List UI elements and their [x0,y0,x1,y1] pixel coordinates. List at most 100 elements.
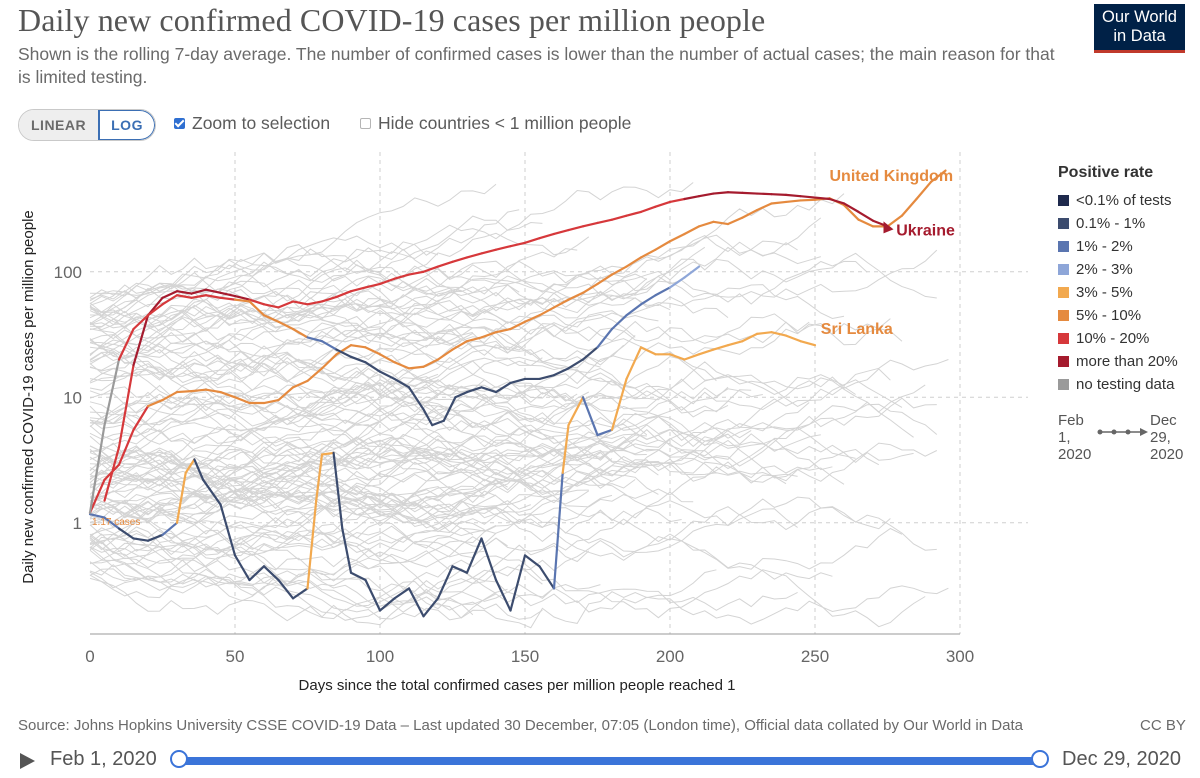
legend-item[interactable]: 10% - 20% [1058,327,1198,350]
legend-item[interactable]: no testing data [1058,373,1198,396]
series-segment [378,353,396,364]
series-segment [320,295,338,303]
series-label-sri-lanka[interactable]: Sri Lanka [821,321,893,338]
series-segment [770,200,788,205]
series-segment [393,273,411,280]
log-scale-button[interactable]: LOG [98,110,155,140]
series-segment [886,214,904,228]
x-tick-label: 0 [85,647,94,666]
series-segment [393,377,411,389]
checkbox-unchecked-icon[interactable] [360,118,371,129]
background-country-line [89,305,636,375]
series-segment [480,386,498,394]
series-segment [610,314,628,331]
series-segment [442,396,457,422]
series-end-arrow-icon [883,221,894,234]
series-segment [190,294,208,299]
timeline-end-handle[interactable] [1031,750,1049,768]
background-country-line [89,293,810,356]
series-united-kingdom[interactable] [88,169,947,514]
series-segment [683,265,701,279]
owid-logo[interactable]: Our World in Data [1094,4,1185,53]
hide-small-countries-checkbox[interactable]: Hide countries < 1 million people [360,113,631,134]
chart-subtitle: Shown is the rolling 7-day average. The … [18,44,1055,87]
series-segment [219,291,237,298]
zoom-to-selection-label: Zoom to selection [192,113,331,133]
series-segment [219,390,237,399]
legend-item[interactable]: 0.1% - 1% [1058,212,1198,235]
background-country-line [89,209,520,325]
series-segment [668,276,686,289]
legend-item[interactable]: 2% - 3% [1058,258,1198,281]
legend-item[interactable]: 3% - 5% [1058,281,1198,304]
background-country-line [89,501,717,629]
legend-time-start: Feb 1, 2020 [1058,412,1091,463]
series-segment [117,364,135,449]
series-label-ukraine[interactable]: Ukraine [896,222,955,239]
legend-swatch [1058,287,1069,298]
legend-item-label: more than 20% [1076,353,1178,370]
series-segment [567,396,585,427]
scale-toggle[interactable]: LINEAR LOG [18,109,156,141]
legend-item[interactable]: more than 20% [1058,350,1198,373]
series-segment [784,334,802,343]
linear-scale-button[interactable]: LINEAR [19,110,99,140]
background-country-line [89,278,648,362]
series-segment [741,191,759,195]
legend-item-label: 5% - 10% [1076,307,1142,324]
play-icon[interactable] [20,753,35,769]
series-segment [581,396,599,437]
series-segment [697,192,715,198]
series-segment [277,578,295,600]
background-country-line [89,498,508,564]
series-segment [726,191,744,194]
legend-time-end: Dec 29, 2020 [1150,412,1183,463]
series-segment [625,210,643,217]
background-country-line [89,427,880,494]
timeline-start-handle[interactable] [170,750,188,768]
series-segment [175,290,193,295]
legend-item[interactable]: 5% - 10% [1058,304,1198,327]
start-annotation: 1.17 cases [92,517,140,528]
series-sri-lanka[interactable] [88,331,817,618]
series-segment [538,374,556,381]
background-country-line [89,273,648,360]
series-segment [552,228,570,236]
series-segment [422,597,440,618]
series-segment [755,202,773,212]
series-segment [335,290,353,299]
series-segment [755,331,773,335]
series-segment [306,367,324,383]
timeline-slider[interactable]: Feb 1, 2020 Dec 29, 2020 [0,744,1200,778]
series-segment [277,300,295,309]
series-label-united-kingdom[interactable]: United Kingdom [830,168,954,185]
series-segment [146,303,164,317]
series-segment [378,370,396,381]
series-segment [117,428,135,466]
series-segment [770,193,788,196]
background-country-line [89,284,520,345]
series-segment [132,314,150,331]
background-country-line [89,397,659,459]
series-segment [175,471,187,524]
checkbox-checked-icon[interactable] [174,118,185,129]
zoom-to-selection-checkbox[interactable]: Zoom to selection [174,113,330,134]
background-country-line [89,467,531,522]
series-segment [117,527,135,540]
series-segment [248,565,266,582]
series-segment [509,320,527,331]
timeline-track[interactable] [178,757,1040,765]
series-segment [552,298,570,309]
series-segment [842,202,860,213]
background-country-line [89,360,717,477]
series-segment [132,537,150,542]
legend-item[interactable]: 1% - 2% [1058,235,1198,258]
series-ukraine[interactable] [103,191,894,502]
legend-item[interactable]: <0.1% of tests [1058,189,1198,212]
series-segment [668,232,686,243]
license-link[interactable]: CC BY [1140,717,1186,734]
background-country-line [89,520,497,591]
series-highlighted-country-0-1-1-[interactable] [88,265,701,514]
series-segment [364,361,382,373]
legend-time-end-year: 2020 [1150,446,1184,463]
